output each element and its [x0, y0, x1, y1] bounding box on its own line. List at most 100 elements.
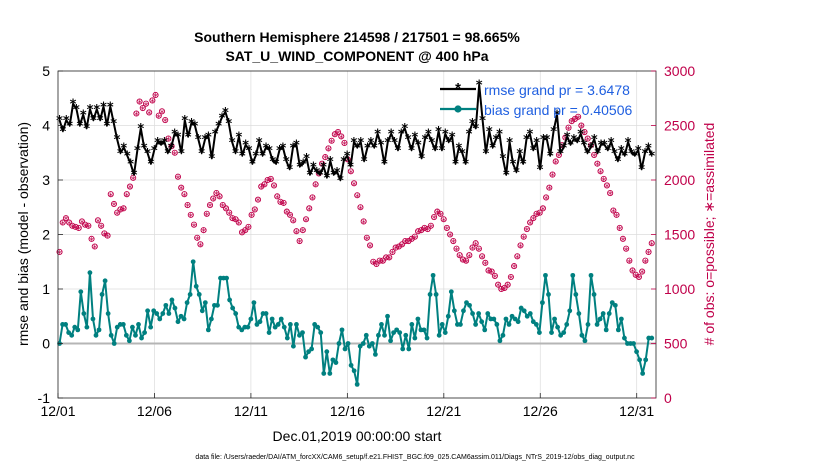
obs-possible-point: [261, 181, 268, 188]
rmse-point: *: [428, 136, 435, 151]
obs-possible-point: [402, 237, 409, 245]
obs-assimilated-point: *: [294, 228, 299, 239]
rmse-point: *: [564, 130, 571, 145]
bias-point: [400, 346, 406, 352]
rmse-point: *: [225, 117, 232, 132]
rmse-point: *: [408, 144, 415, 159]
obs-possible-point: [280, 199, 287, 206]
bias-point: [634, 349, 639, 355]
bias-point: [521, 308, 527, 314]
x-axis-label: Dec.01,2019 00:00:00 start: [273, 428, 442, 444]
bias-point: [549, 330, 554, 335]
bias-point: [409, 322, 415, 327]
obs-assimilated-point: *: [617, 225, 622, 236]
bias-point: [309, 346, 315, 352]
y-left-tick-label: -1: [38, 390, 51, 406]
series-layer: ****************************************…: [56, 79, 655, 387]
rmse-point: *: [347, 160, 354, 175]
rmse-point: *: [219, 111, 226, 126]
obs-assimilated-point: *: [505, 282, 510, 293]
obs-possible-point: [613, 211, 620, 218]
bias-point: [615, 327, 621, 333]
bias-line: [58, 260, 652, 386]
bias-point: [442, 330, 448, 335]
obs-assimilated-point: *: [284, 209, 289, 220]
bias-point: [87, 270, 93, 276]
bias-point: [618, 316, 624, 322]
bias-point: [257, 319, 263, 325]
obs-assimilated-point: *: [137, 99, 142, 110]
bias-point: [351, 368, 357, 374]
obs-assimilated-point: *: [396, 244, 401, 255]
rmse-point: *: [631, 149, 638, 164]
obs-assimilated-point: *: [496, 282, 501, 293]
obs-assimilated-point: *: [515, 253, 520, 264]
rmse-point: *: [395, 144, 402, 159]
obs-possible-point: [248, 211, 255, 218]
obs-assimilated-point: *: [400, 241, 405, 252]
obs-possible-point: [389, 248, 396, 255]
rmse-point: *: [533, 136, 540, 151]
y-axis-left-label: rmse and bias (model - observation): [15, 122, 31, 346]
obs-possible-point: [187, 211, 194, 218]
obs-possible-point: [114, 209, 121, 216]
rmse-point: *: [276, 144, 283, 159]
obs-possible-point: [347, 168, 354, 175]
bias-point: [540, 300, 545, 306]
obs-assimilated-point: *: [332, 131, 337, 142]
rmse-point: *: [381, 158, 388, 173]
series--obs-assimilated: ****************************************…: [57, 92, 654, 297]
rmse-point: *: [483, 147, 490, 162]
bias-point: [582, 338, 588, 344]
bias-point: [102, 278, 108, 284]
obs-assimilated-point: *: [195, 235, 200, 246]
obs-assimilated-point: *: [627, 258, 632, 269]
rmse-point: *: [83, 122, 90, 137]
bias-point: [123, 332, 129, 338]
y-left-tick-label: 5: [42, 63, 50, 79]
obs-assimilated-point: *: [185, 202, 190, 213]
obs-possible-point: [469, 244, 476, 251]
obs-possible-point: [383, 254, 390, 261]
series-bias: [57, 259, 655, 387]
obs-assimilated-point: *: [556, 152, 561, 163]
rmse-point: *: [560, 141, 567, 156]
rmse-point: *: [530, 144, 537, 159]
chart-title: Southern Hemisphere 214598 / 217501 = 98…: [194, 29, 520, 45]
rmse-point: *: [543, 133, 550, 148]
bias-point: [461, 308, 466, 314]
obs-possible-point: [235, 219, 242, 226]
obs-possible-point: [322, 154, 329, 161]
obs-possible-point: [94, 217, 102, 224]
rmse-point: *: [70, 98, 77, 113]
obs-possible-point: [216, 193, 223, 200]
obs-possible-point: [645, 248, 652, 255]
rmse-point: *: [540, 133, 547, 148]
obs-possible-point: [334, 128, 342, 136]
y-right-tick-label: 500: [664, 336, 688, 352]
obs-possible-point: [504, 281, 511, 288]
rmse-point: *: [239, 149, 246, 164]
bias-point: [93, 332, 99, 338]
obs-possible-point: [443, 224, 450, 232]
obs-assimilated-point: *: [643, 258, 648, 269]
bias-point: [546, 292, 551, 297]
bias-point: [643, 357, 649, 363]
obs-possible-point: [386, 254, 393, 261]
obs-possible-point: [629, 267, 636, 274]
obs-possible-point: [190, 221, 198, 228]
rmse-point: *: [205, 130, 212, 145]
rmse-point: *: [266, 144, 273, 159]
bias-point: [515, 319, 521, 325]
x-tick-label: 12/06: [137, 403, 172, 419]
obs-assimilated-point: *: [134, 111, 139, 122]
obs-possible-point: [511, 263, 518, 270]
obs-possible-point: [619, 235, 626, 242]
bias-point: [136, 322, 141, 327]
y-left-tick-label: 3: [42, 172, 50, 188]
obs-assimilated-point: *: [323, 154, 328, 165]
rmse-point: *: [296, 160, 303, 175]
obs-assimilated-point: *: [108, 191, 113, 202]
obs-possible-point: [350, 180, 358, 187]
data-file-footer: data file: /Users/raeder/DAI/ATM_forcXX/…: [195, 454, 635, 461]
